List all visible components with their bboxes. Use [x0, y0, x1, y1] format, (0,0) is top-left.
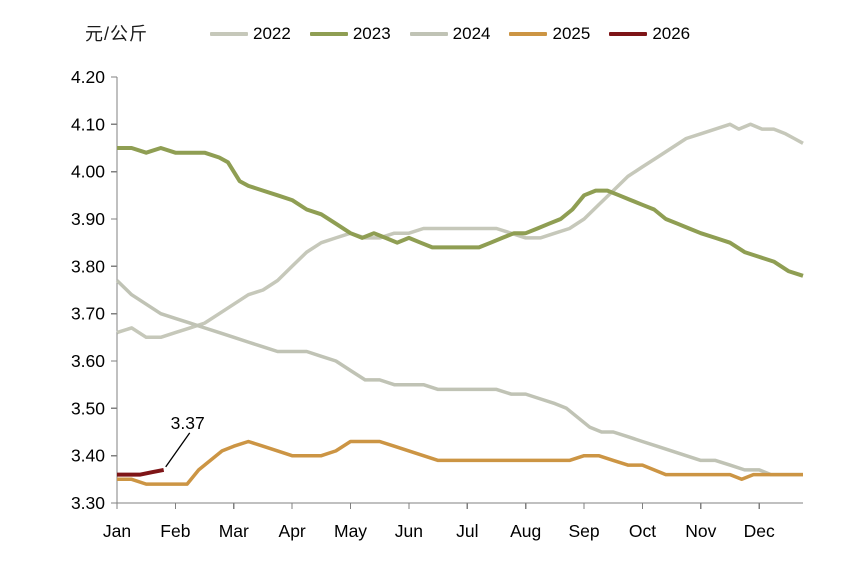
x-tick-label: Mar — [219, 521, 249, 541]
legend-item-2023: 2023 — [309, 24, 391, 44]
legend-item-2025: 2025 — [509, 24, 590, 44]
legend-label-2023: 2023 — [352, 24, 391, 43]
y-tick-label: 3.30 — [71, 493, 105, 513]
legend-label-2024: 2024 — [452, 24, 491, 43]
legend-swatch-2023 — [309, 32, 348, 36]
y-tick-label: 3.50 — [71, 398, 105, 418]
y-tick-label: 4.00 — [71, 162, 105, 182]
legend-swatch-2024 — [409, 32, 448, 36]
x-tick-label: Nov — [685, 521, 716, 541]
y-tick-label: 3.90 — [71, 209, 105, 229]
y-tick-label: 4.20 — [71, 67, 105, 87]
legend-item-2026: 2026 — [609, 24, 690, 44]
y-tick-label: 4.10 — [71, 114, 105, 134]
legend-item-2022: 2022 — [210, 24, 291, 44]
legend-label-2026: 2026 — [652, 24, 691, 43]
chart-legend: 2022 2023 2024 2025 2026 — [210, 24, 690, 44]
series-line-2026 — [117, 467, 165, 477]
legend-item-2024: 2024 — [409, 24, 491, 44]
unit-label: 元/公斤 — [85, 24, 149, 44]
series-line-2022 — [116, 122, 804, 340]
y-tick-label: 3.70 — [71, 304, 105, 324]
annotation-label: 3.37 — [171, 413, 205, 433]
x-tick-label: Jun — [395, 521, 423, 541]
series-line-2023 — [117, 146, 804, 278]
x-tick-label: Feb — [160, 521, 190, 541]
y-tick-label: 3.40 — [71, 446, 105, 466]
series-line-2024 — [115, 279, 803, 477]
legend-swatch-2022 — [210, 32, 248, 36]
annotation-callout-line — [165, 432, 191, 468]
legend-swatch-2026 — [609, 32, 648, 36]
x-tick-label: Oct — [629, 521, 656, 541]
x-tick-label: Jul — [456, 521, 478, 541]
y-tick-label: 3.60 — [71, 351, 105, 371]
legend-label-2022: 2022 — [253, 24, 291, 43]
y-tick-label: 3.80 — [71, 256, 105, 276]
x-tick-label: Dec — [744, 521, 775, 541]
x-tick-label: Apr — [279, 521, 306, 541]
series-line-2025 — [117, 439, 803, 486]
x-tick-label: Sep — [568, 521, 599, 541]
x-tick-label: Jan — [103, 521, 131, 541]
x-tick-label: May — [334, 521, 367, 541]
legend-label-2025: 2025 — [552, 24, 591, 43]
legend-swatch-2025 — [509, 32, 548, 36]
x-tick-label: Aug — [510, 521, 541, 541]
